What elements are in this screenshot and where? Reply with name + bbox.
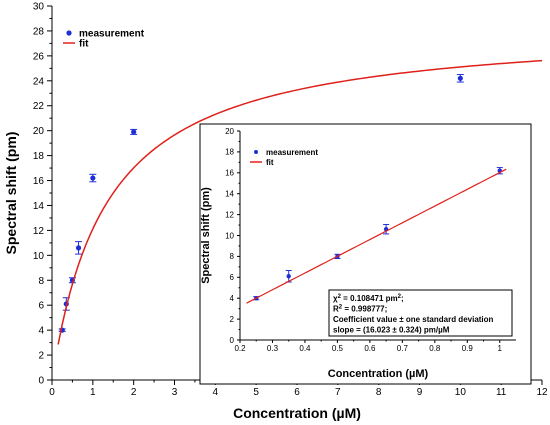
inset-y-tick-label: 16 <box>225 169 234 178</box>
main-y-tick-label: 22 <box>33 101 45 112</box>
main-y-tick-label: 20 <box>33 126 45 137</box>
main-x-tick-label: 12 <box>536 387 548 398</box>
inset-legend-label: measurement <box>266 148 318 157</box>
inset-x-tick-label: 0.9 <box>462 344 474 353</box>
fit-stats-text: χ <box>333 294 338 303</box>
inset-y-tick-label: 0 <box>230 336 235 345</box>
main-x-tick-label: 2 <box>131 387 137 398</box>
fit-stats-line: R2 = 0.998777; <box>333 305 387 314</box>
inset-x-axis-title: Concentration (µM) <box>328 368 429 380</box>
fit-stats-text: 2 <box>339 305 343 311</box>
main-y-tick-label: 30 <box>33 2 45 13</box>
main-x-tick-label: 10 <box>455 387 467 398</box>
main-x-tick-label: 8 <box>376 387 382 398</box>
inset-y-tick-label: 4 <box>230 294 235 303</box>
main-x-axis-title: Concentration (µM) <box>233 405 361 421</box>
inset-x-tick-label: 0.2 <box>234 344 246 353</box>
main-legend-marker <box>66 30 72 36</box>
inset-data-point <box>286 274 291 279</box>
inset-x-tick-label: 0.6 <box>364 344 376 353</box>
main-y-tick-label: 4 <box>38 326 44 337</box>
main-y-tick-label: 6 <box>38 301 44 312</box>
main-data-point <box>75 245 82 251</box>
main-x-tick-label: 4 <box>213 387 219 398</box>
inset-y-tick-label: 8 <box>230 252 235 261</box>
fit-stats-text: ; <box>401 294 404 303</box>
inset-x-tick-label: 0.5 <box>332 344 344 353</box>
fit-stats-text: slope = (16.023 ± 0.324) pm/µM <box>333 326 450 335</box>
main-x-tick-label: 5 <box>253 387 259 398</box>
inset-y-tick-label: 14 <box>225 190 234 199</box>
inset-frame <box>199 123 532 385</box>
inset-legend-marker <box>254 150 258 154</box>
main-x-tick-label: 6 <box>294 387 300 398</box>
main-y-tick-label: 8 <box>38 276 44 287</box>
main-x-tick-label: 7 <box>335 387 341 398</box>
fit-stats-text: Coefficient value ± one standard deviati… <box>333 315 494 324</box>
inset-x-tick-label: 1 <box>498 344 503 353</box>
main-data-point <box>90 175 96 181</box>
main-legend-label: measurement <box>79 29 145 40</box>
main-fit-line <box>57 59 542 345</box>
main-data-point <box>131 129 137 135</box>
main-chart: 0 1 2 3 4 5 6 7 8 9 10 11 12024681012141618202224262… <box>3 2 548 422</box>
main-x-tick-label: 3 <box>172 387 178 398</box>
fit-stats-line: χ2 = 0.108471 pm2; <box>333 294 404 303</box>
fit-stats-text: = 0.998777; <box>342 305 387 314</box>
fit-stats-box <box>328 289 513 337</box>
fit-stats-line: Coefficient value ± one standard deviati… <box>333 315 494 324</box>
main-x-tick-label: 9 <box>417 387 423 398</box>
main-data-point <box>457 75 463 81</box>
inset-y-tick-label: 10 <box>225 231 234 240</box>
inset-y-tick-label: 20 <box>225 127 234 136</box>
main-x-tick-label: 0 <box>49 387 55 398</box>
main-y-tick-label: 26 <box>33 51 45 62</box>
inset-legend-label: fit <box>266 158 274 167</box>
fit-stats-text: 2 <box>338 294 342 300</box>
main-y-tick-label: 18 <box>33 151 45 162</box>
inset-y-tick-label: 2 <box>230 315 235 324</box>
inset-y-tick-label: 12 <box>225 210 234 219</box>
inset-fit-line <box>246 168 507 304</box>
main-legend-label: fit <box>79 39 89 50</box>
inset-chart: 0.2 0.3 0.4 0.5 0.6 0.7 0.8 0.9 1024681012141618… <box>199 123 532 385</box>
fit-stats-line: slope = (16.023 ± 0.324) pm/µM <box>333 326 450 335</box>
main-y-tick-label: 12 <box>33 226 45 237</box>
main-y-tick-label: 24 <box>33 76 45 87</box>
main-x-tick-label: 11 <box>496 387 507 398</box>
main-x-tick-label: 1 <box>90 387 96 398</box>
main-y-tick-label: 10 <box>33 251 45 262</box>
inset-x-tick-label: 0.4 <box>299 344 311 353</box>
inset-x-tick-label: 0.8 <box>429 344 441 353</box>
inset-x-tick-label: 0.3 <box>267 344 279 353</box>
main-y-tick-label: 28 <box>33 26 45 37</box>
inset-x-tick-label: 0.7 <box>397 344 409 353</box>
inset-y-tick-label: 6 <box>230 273 235 282</box>
main-y-tick-label: 2 <box>38 351 44 362</box>
main-y-tick-label: 14 <box>33 201 45 212</box>
main-y-tick-label: 16 <box>33 176 45 187</box>
main-y-axis-title: Spectral shift (pm) <box>3 132 19 255</box>
fit-stats-text: R <box>333 305 339 314</box>
fit-stats-text: = 0.108471 pm <box>341 294 398 303</box>
main-y-tick-label: 0 <box>38 376 44 387</box>
inset-y-tick-label: 18 <box>225 148 234 157</box>
inset-y-axis-title: Spectral shift (pm) <box>200 187 212 284</box>
fit-stats-text: 2 <box>398 294 402 300</box>
